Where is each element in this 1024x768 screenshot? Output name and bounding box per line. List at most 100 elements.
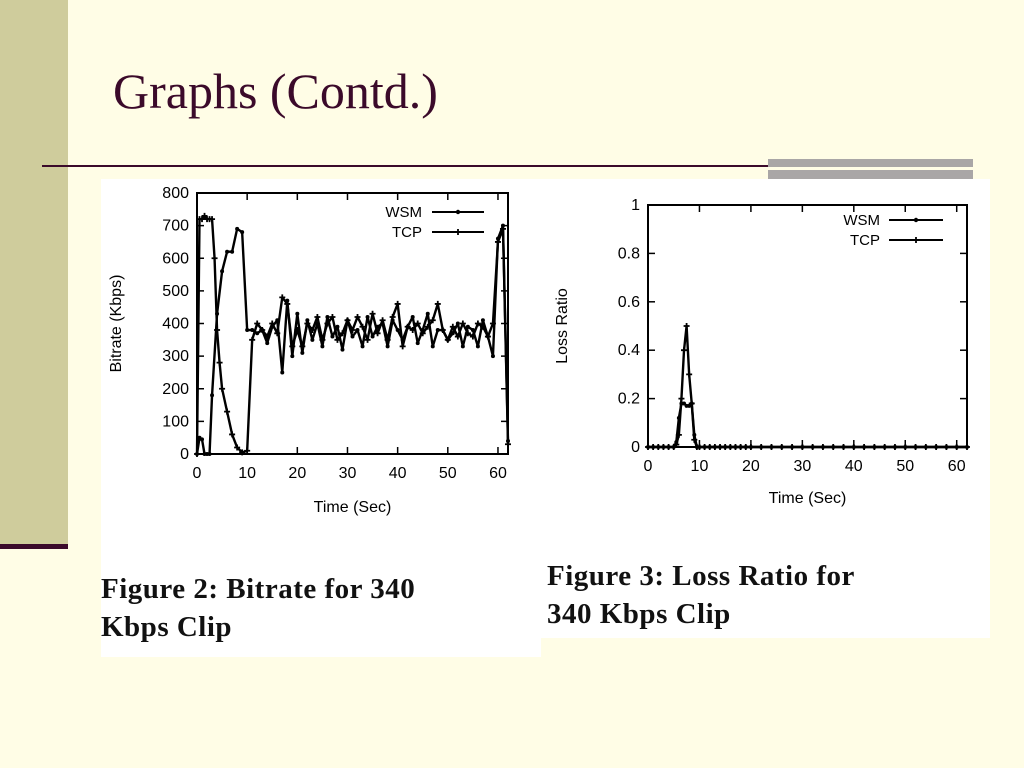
series-line-tcp [648,324,967,449]
data-point-tcp [374,330,381,337]
data-point-tcp [494,238,501,245]
data-point-tcp [464,330,471,337]
data-point-tcp [384,336,391,343]
data-point-tcp [249,336,256,343]
data-point-tcp [279,294,286,301]
y-tick-label: 0.6 [618,294,640,311]
legend-marker-wsm [913,217,919,223]
data-point-tcp [414,320,421,327]
data-point-tcp [379,317,386,324]
data-point-tcp [922,444,929,450]
x-tick-label: 0 [644,458,653,475]
data-point-tcp [434,300,441,307]
y-tick-label: 0 [180,446,189,463]
data-point-wsm [687,403,692,408]
data-point-tcp [254,320,261,327]
title-accent-bars [768,159,973,179]
data-point-tcp [224,408,231,415]
x-axis-label: Time (Sec) [769,490,847,507]
legend-marker-wsm [455,209,461,215]
data-point-wsm [320,344,325,349]
data-point-wsm [310,337,315,342]
y-axis-label: Bitrate (Kbps) [108,275,125,373]
x-tick-label: 30 [339,465,357,482]
data-point-wsm [415,341,420,346]
data-point-wsm [460,344,465,349]
data-point-tcp [678,395,685,402]
data-point-tcp [294,327,301,334]
y-tick-label: 0 [631,439,640,456]
x-tick-label: 0 [193,465,202,482]
data-point-tcp [706,444,713,450]
data-point-tcp [489,320,496,327]
data-point-tcp [933,444,940,450]
slide-title: Graphs (Contd.) [113,63,438,119]
data-point-tcp [274,330,281,337]
data-point-tcp [747,444,754,450]
data-point-tcp [964,444,970,450]
data-point-tcp [686,371,693,378]
data-point-tcp [830,444,837,450]
data-point-wsm [330,334,335,339]
data-point-tcp [809,444,816,450]
data-point-tcp [891,444,898,450]
legend-marker-tcp [455,229,461,235]
sidebar-rule [0,544,68,549]
data-point-tcp [499,225,506,232]
title-rule [42,165,972,167]
figure-3-panel: 0 0.2 0.4 0.6 0.8 1 0 10 20 30 40 50 60 Time (Sec) Los… [541,179,990,638]
data-point-tcp [484,333,491,340]
data-point-wsm [250,328,255,333]
legend-marker-tcp [913,237,919,243]
data-point-wsm [255,331,260,336]
data-point-tcp [349,327,356,334]
data-point-tcp [953,444,960,450]
y-tick-label: 400 [162,316,189,333]
data-point-wsm [290,354,295,359]
data-point-tcp [681,347,688,354]
data-point-tcp [696,444,703,450]
figure-3-caption-line2: 340 Kbps Clip [547,598,731,630]
data-point-wsm [200,437,205,442]
plot-frame [647,204,968,448]
x-tick-label: 30 [793,458,811,475]
data-point-tcp [665,444,672,450]
data-point-tcp [234,444,241,451]
data-point-tcp [840,444,847,450]
data-point-tcp [201,212,208,219]
data-point-tcp [244,447,251,454]
data-point-tcp [778,444,785,450]
data-point-wsm [355,328,360,333]
data-point-tcp [732,444,739,450]
data-point-tcp [329,313,336,320]
data-point-wsm [490,354,495,359]
x-tick-label: 10 [691,458,709,475]
x-axis-label: Time (Sec) [314,499,392,516]
legend-label-wsm: WSM [843,212,880,229]
y-tick-label: 0.2 [618,391,640,408]
x-tick-label: 20 [742,458,760,475]
figure-3-caption-line1: Figure 3: Loss Ratio for [547,560,855,592]
data-point-tcp [459,320,466,327]
data-point-tcp [319,336,326,343]
data-point-tcp [239,449,246,456]
data-point-wsm [682,401,687,406]
data-point-tcp [229,431,236,438]
data-point-tcp [655,444,662,450]
data-point-tcp [344,317,351,324]
data-point-tcp [871,444,878,450]
data-point-wsm [225,249,230,254]
figure-2-caption: Figure 2: Bitrate for 340 Kbps Clip [101,570,415,646]
data-point-tcp [722,444,729,450]
data-point-wsm [465,324,470,329]
data-point-tcp [324,320,331,327]
x-tick-label: 50 [439,465,457,482]
data-point-tcp [404,323,411,330]
data-point-tcp [454,333,461,340]
data-point-tcp [284,300,291,307]
data-point-tcp [717,444,724,450]
y-tick-label: 800 [162,185,189,202]
data-point-tcp [289,343,296,350]
data-point-wsm [410,314,415,319]
data-point-wsm [305,318,310,323]
